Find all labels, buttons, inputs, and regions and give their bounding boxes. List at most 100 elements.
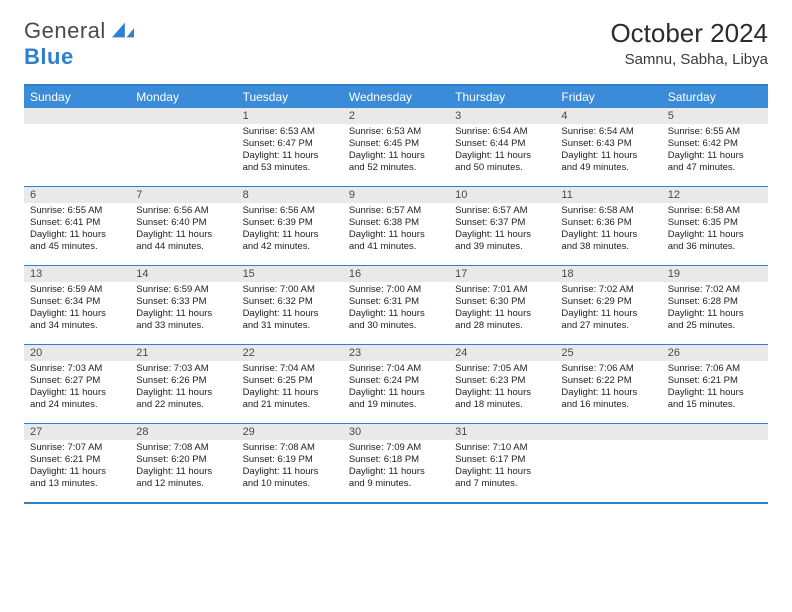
sunset-text: Sunset: 6:37 PM (455, 217, 549, 229)
day-cell: Sunrise: 6:54 AMSunset: 6:44 PMDaylight:… (449, 124, 555, 186)
daylight-text: Daylight: 11 hours and 41 minutes. (349, 229, 443, 253)
sunset-text: Sunset: 6:17 PM (455, 454, 549, 466)
day-number: 20 (24, 345, 130, 361)
day-number: 22 (237, 345, 343, 361)
sunrise-text: Sunrise: 6:58 AM (561, 205, 655, 217)
sunrise-text: Sunrise: 7:08 AM (243, 442, 337, 454)
day-number: 11 (555, 187, 661, 203)
daylight-text: Daylight: 11 hours and 53 minutes. (243, 150, 337, 174)
day-number: 9 (343, 187, 449, 203)
day-number (555, 424, 661, 440)
day-cell: Sunrise: 6:55 AMSunset: 6:41 PMDaylight:… (24, 203, 130, 265)
sunrise-text: Sunrise: 7:03 AM (30, 363, 124, 375)
sunset-text: Sunset: 6:47 PM (243, 138, 337, 150)
sunset-text: Sunset: 6:19 PM (243, 454, 337, 466)
day-cell: Sunrise: 7:10 AMSunset: 6:17 PMDaylight:… (449, 440, 555, 502)
day-number: 24 (449, 345, 555, 361)
day-cell (555, 440, 661, 502)
sunrise-text: Sunrise: 6:55 AM (30, 205, 124, 217)
sunrise-text: Sunrise: 6:57 AM (349, 205, 443, 217)
sunset-text: Sunset: 6:24 PM (349, 375, 443, 387)
day-cell: Sunrise: 6:57 AMSunset: 6:38 PMDaylight:… (343, 203, 449, 265)
logo-word2: Blue (24, 44, 74, 69)
sunrise-text: Sunrise: 6:56 AM (243, 205, 337, 217)
daynum-row: 12345 (24, 108, 768, 124)
day-number (24, 108, 130, 124)
daylight-text: Daylight: 11 hours and 34 minutes. (30, 308, 124, 332)
sunrise-text: Sunrise: 7:06 AM (561, 363, 655, 375)
sunrise-text: Sunrise: 7:05 AM (455, 363, 549, 375)
week-row: Sunrise: 7:07 AMSunset: 6:21 PMDaylight:… (24, 440, 768, 502)
sunrise-text: Sunrise: 6:58 AM (668, 205, 762, 217)
sunrise-text: Sunrise: 7:09 AM (349, 442, 443, 454)
calendar: Sunday Monday Tuesday Wednesday Thursday… (24, 84, 768, 504)
sunset-text: Sunset: 6:18 PM (349, 454, 443, 466)
day-number: 27 (24, 424, 130, 440)
day-number: 28 (130, 424, 236, 440)
day-cell: Sunrise: 6:57 AMSunset: 6:37 PMDaylight:… (449, 203, 555, 265)
sunset-text: Sunset: 6:42 PM (668, 138, 762, 150)
sunrise-text: Sunrise: 7:08 AM (136, 442, 230, 454)
day-cell: Sunrise: 7:04 AMSunset: 6:25 PMDaylight:… (237, 361, 343, 423)
day-number: 25 (555, 345, 661, 361)
day-number: 31 (449, 424, 555, 440)
header: General Blue October 2024 Samnu, Sabha, … (24, 18, 768, 70)
sunset-text: Sunset: 6:23 PM (455, 375, 549, 387)
location-text: Samnu, Sabha, Libya (610, 51, 768, 68)
sunrise-text: Sunrise: 7:07 AM (30, 442, 124, 454)
daylight-text: Daylight: 11 hours and 31 minutes. (243, 308, 337, 332)
day-number: 19 (662, 266, 768, 282)
daylight-text: Daylight: 11 hours and 21 minutes. (243, 387, 337, 411)
daylight-text: Daylight: 11 hours and 25 minutes. (668, 308, 762, 332)
sunset-text: Sunset: 6:29 PM (561, 296, 655, 308)
sunset-text: Sunset: 6:45 PM (349, 138, 443, 150)
day-cell: Sunrise: 6:56 AMSunset: 6:40 PMDaylight:… (130, 203, 236, 265)
sunset-text: Sunset: 6:44 PM (455, 138, 549, 150)
sunrise-text: Sunrise: 7:00 AM (349, 284, 443, 296)
daylight-text: Daylight: 11 hours and 42 minutes. (243, 229, 337, 253)
day-cell: Sunrise: 6:58 AMSunset: 6:36 PMDaylight:… (555, 203, 661, 265)
day-header: Saturday (662, 86, 768, 108)
day-number: 21 (130, 345, 236, 361)
sunrise-text: Sunrise: 6:53 AM (243, 126, 337, 138)
logo-sail-icon (112, 22, 134, 38)
day-header: Tuesday (237, 86, 343, 108)
day-cell: Sunrise: 6:54 AMSunset: 6:43 PMDaylight:… (555, 124, 661, 186)
sunrise-text: Sunrise: 6:59 AM (136, 284, 230, 296)
day-number: 17 (449, 266, 555, 282)
daylight-text: Daylight: 11 hours and 49 minutes. (561, 150, 655, 174)
logo: General Blue (24, 18, 134, 70)
week-row: Sunrise: 7:03 AMSunset: 6:27 PM Daylight:… (24, 361, 768, 423)
day-cell: Sunrise: 7:05 AMSunset: 6:23 PMDaylight:… (449, 361, 555, 423)
day-cell: Sunrise: 7:00 AMSunset: 6:31 PMDaylight:… (343, 282, 449, 344)
sunset-text: Sunset: 6:32 PM (243, 296, 337, 308)
day-cell: Sunrise: 7:03 AMSunset: 6:26 PMDaylight:… (130, 361, 236, 423)
logo-text: General Blue (24, 18, 134, 70)
sunset-text: Sunset: 6:27 PM (30, 375, 124, 387)
sunset-text: Sunset: 6:28 PM (668, 296, 762, 308)
day-number: 29 (237, 424, 343, 440)
day-number: 4 (555, 108, 661, 124)
day-cell: Sunrise: 6:53 AMSunset: 6:45 PMDaylight:… (343, 124, 449, 186)
day-cell: Sunrise: 6:55 AMSunset: 6:42 PMDaylight:… (662, 124, 768, 186)
sunrise-text: Sunrise: 7:10 AM (455, 442, 549, 454)
daynum-row: 13141516171819 (24, 265, 768, 282)
daylight-text: Daylight: 11 hours and 13 minutes. (30, 466, 124, 490)
day-header: Monday (130, 86, 236, 108)
day-number: 7 (130, 187, 236, 203)
day-cell (130, 124, 236, 186)
sunset-text: Sunset: 6:41 PM (30, 217, 124, 229)
day-number: 18 (555, 266, 661, 282)
sunset-text: Sunset: 6:36 PM (561, 217, 655, 229)
daylight-text: Daylight: 11 hours and 19 minutes. (349, 387, 443, 411)
day-cell: Sunrise: 7:02 AMSunset: 6:28 PMDaylight:… (662, 282, 768, 344)
daynum-row: 6789101112 (24, 186, 768, 203)
day-cell: Sunrise: 7:08 AMSunset: 6:20 PMDaylight:… (130, 440, 236, 502)
day-cell (662, 440, 768, 502)
sunset-text: Sunset: 6:21 PM (30, 454, 124, 466)
sunset-text: Sunset: 6:21 PM (668, 375, 762, 387)
sunrise-text: Sunrise: 6:54 AM (561, 126, 655, 138)
day-cell: Sunrise: 7:08 AMSunset: 6:19 PMDaylight:… (237, 440, 343, 502)
day-header-row: Sunday Monday Tuesday Wednesday Thursday… (24, 86, 768, 108)
daylight-text: Daylight: 11 hours and 7 minutes. (455, 466, 549, 490)
